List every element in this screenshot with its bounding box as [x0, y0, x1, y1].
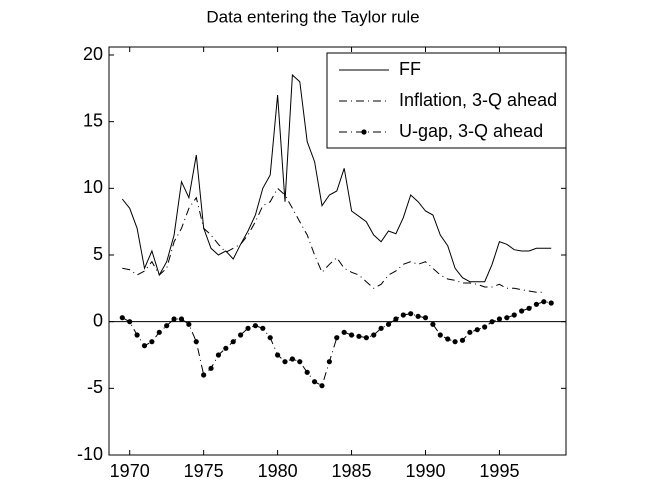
point [541, 299, 547, 305]
point [245, 325, 251, 331]
point [378, 325, 384, 331]
chart-title: Data entering the Taylor rule [206, 7, 419, 26]
y-tick-label: 5 [93, 244, 103, 264]
point [489, 319, 495, 325]
point [267, 335, 273, 341]
x-tick-label: 1995 [479, 461, 519, 481]
legend-label: FF [399, 59, 421, 79]
y-tick-label: 20 [83, 44, 103, 64]
point [297, 359, 303, 365]
point [164, 323, 170, 329]
point [356, 333, 362, 339]
point [238, 332, 244, 338]
point [134, 332, 140, 338]
point [408, 311, 414, 317]
point [430, 321, 436, 327]
point [341, 329, 347, 335]
point [311, 379, 318, 385]
point [363, 335, 369, 341]
point [186, 321, 192, 327]
point [260, 325, 266, 331]
point [223, 345, 229, 351]
point [400, 312, 406, 318]
y-tick-label: 15 [83, 110, 103, 130]
point [119, 315, 125, 321]
point [252, 323, 259, 329]
legend-label: U-gap, 3-Q ahead [399, 121, 543, 141]
point [348, 332, 355, 338]
point [519, 308, 525, 314]
legend: FF Inflation, 3-Q ahead U-gap, 3-Q ahead [326, 52, 567, 149]
point [511, 312, 517, 318]
point [422, 315, 429, 321]
point [459, 337, 466, 343]
legend-label: Inflation, 3-Q ahead [399, 90, 557, 110]
point [526, 305, 532, 311]
point [127, 319, 133, 325]
point [467, 329, 473, 335]
y-tick-label: 0 [93, 310, 103, 330]
point [533, 301, 540, 307]
point [201, 372, 207, 378]
x-tick-label: 1990 [405, 461, 445, 481]
point [141, 343, 148, 349]
point [482, 324, 488, 330]
point [215, 352, 222, 358]
legend-marker [361, 129, 367, 135]
point [326, 359, 332, 365]
point [275, 352, 281, 358]
point [149, 339, 155, 345]
x-tick-label: 1975 [184, 461, 224, 481]
point [548, 300, 554, 306]
y-tick-label: -10 [77, 444, 103, 464]
point [496, 316, 503, 322]
series-line [121, 73, 552, 283]
point [385, 321, 392, 327]
x-tick-label: 1985 [332, 461, 372, 481]
point [415, 313, 421, 319]
point [171, 316, 177, 322]
point [371, 332, 377, 338]
point [178, 316, 185, 322]
x-tick-label: 1970 [110, 461, 150, 481]
plot-frame [108, 46, 567, 456]
point [452, 339, 458, 345]
legend-box [326, 52, 567, 149]
point [504, 315, 510, 321]
point [304, 369, 310, 375]
point [282, 359, 288, 365]
series-line [122, 187, 544, 293]
x-tick-label: 1980 [258, 461, 298, 481]
point [289, 356, 295, 362]
y-tick-label: 10 [83, 177, 103, 197]
point [393, 316, 399, 322]
point [319, 383, 325, 389]
point [445, 336, 451, 342]
point [156, 329, 162, 335]
point [474, 327, 480, 333]
point [230, 339, 236, 345]
series-line [122, 301, 552, 387]
y-tick-label: -5 [87, 377, 103, 397]
point [437, 332, 443, 338]
point [193, 339, 199, 345]
point [208, 365, 214, 371]
point [334, 335, 340, 341]
